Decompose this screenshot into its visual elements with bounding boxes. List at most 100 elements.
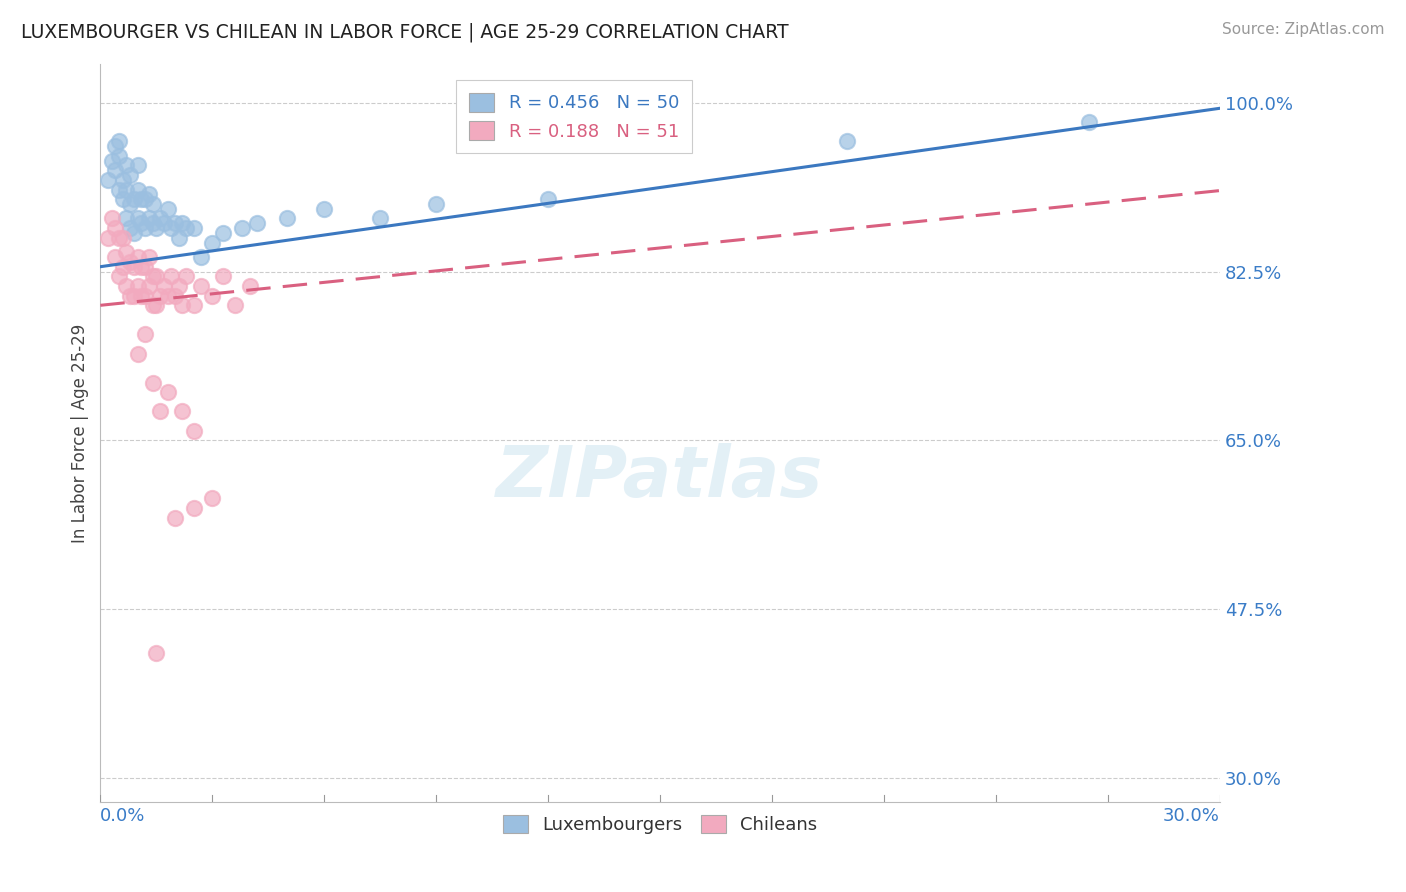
Point (145, 269, 167, 284)
Point (122, 288, 145, 302)
Point (134, 327, 156, 342)
Point (152, 279, 174, 293)
Point (138, 279, 160, 293)
Point (163, 288, 186, 302)
Point (167, 231, 190, 245)
Point (131, 216, 153, 230)
Point (149, 404, 172, 418)
Text: 30.0%: 30.0% (1163, 807, 1220, 825)
Point (425, 197, 447, 211)
Point (108, 231, 131, 245)
Point (537, 192, 560, 206)
Point (115, 182, 138, 196)
Point (314, 202, 336, 216)
Point (122, 192, 145, 206)
Point (142, 197, 165, 211)
Point (212, 226, 235, 240)
Point (160, 221, 183, 235)
Point (138, 211, 160, 226)
Point (111, 260, 134, 274)
Point (111, 192, 134, 206)
Point (134, 192, 156, 206)
Point (131, 192, 153, 206)
Point (183, 424, 205, 438)
Point (115, 279, 138, 293)
Point (134, 221, 156, 235)
Point (172, 404, 194, 418)
Point (122, 260, 145, 274)
Point (145, 646, 167, 660)
Point (134, 288, 156, 302)
Point (138, 187, 160, 202)
Point (231, 221, 253, 235)
Point (201, 491, 224, 506)
Point (183, 221, 205, 235)
Text: Source: ZipAtlas.com: Source: ZipAtlas.com (1222, 22, 1385, 37)
Point (368, 211, 391, 226)
Point (108, 134, 131, 148)
Point (138, 250, 160, 264)
Point (111, 231, 134, 245)
Point (131, 288, 153, 302)
Point (246, 216, 269, 230)
Point (149, 211, 172, 226)
Text: LUXEMBOURGER VS CHILEAN IN LABOR FORCE | AGE 25-29 CORRELATION CHART: LUXEMBOURGER VS CHILEAN IN LABOR FORCE |… (21, 22, 789, 42)
Point (120, 197, 142, 211)
Point (115, 158, 138, 172)
Point (201, 235, 224, 250)
Point (104, 139, 127, 153)
Point (120, 288, 142, 302)
Point (156, 202, 179, 216)
Point (100, 153, 122, 168)
Point (172, 216, 194, 230)
Point (115, 211, 138, 226)
Point (174, 269, 197, 284)
Point (212, 269, 235, 284)
Point (111, 173, 134, 187)
Point (142, 298, 165, 312)
Point (156, 288, 179, 302)
Point (127, 211, 149, 226)
Point (127, 250, 149, 264)
Point (97, 231, 120, 245)
Point (97, 173, 120, 187)
Point (224, 298, 246, 312)
Point (108, 149, 131, 163)
Point (115, 245, 138, 260)
Point (122, 226, 145, 240)
Point (142, 269, 165, 284)
Point (127, 182, 149, 196)
Point (149, 288, 172, 302)
Point (127, 279, 149, 293)
Text: 0.0%: 0.0% (100, 807, 146, 825)
Point (152, 216, 174, 230)
Point (104, 250, 127, 264)
Point (104, 221, 127, 235)
Point (163, 510, 186, 524)
Point (120, 255, 142, 269)
Point (127, 346, 149, 360)
Point (835, 134, 858, 148)
Point (239, 279, 262, 293)
Point (190, 250, 212, 264)
Legend: Luxembourgers, Chileans: Luxembourgers, Chileans (492, 804, 828, 845)
Point (201, 288, 224, 302)
Point (104, 163, 127, 178)
Point (127, 158, 149, 172)
Y-axis label: In Labor Force | Age 25-29: In Labor Force | Age 25-29 (72, 324, 89, 543)
Point (120, 221, 142, 235)
Point (145, 221, 167, 235)
Point (145, 298, 167, 312)
Point (167, 279, 190, 293)
Point (160, 269, 183, 284)
Point (142, 216, 165, 230)
Point (120, 168, 142, 182)
Point (174, 221, 197, 235)
Point (100, 211, 122, 226)
Point (108, 182, 131, 196)
Point (156, 385, 179, 400)
Point (190, 279, 212, 293)
Point (183, 500, 205, 515)
Point (172, 298, 194, 312)
Point (183, 298, 205, 312)
